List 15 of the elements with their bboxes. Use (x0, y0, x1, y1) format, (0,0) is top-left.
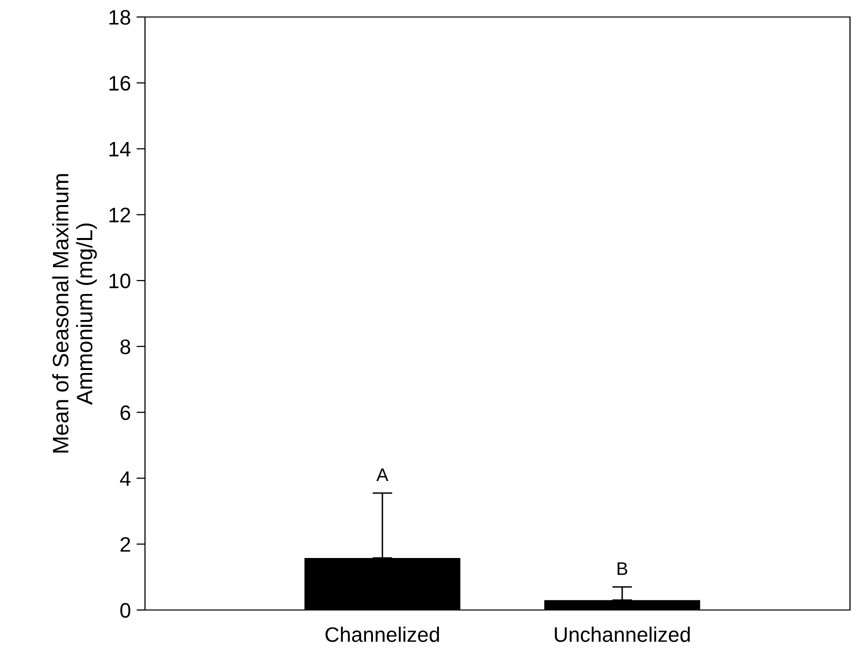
y-tick-label: 8 (120, 339, 130, 354)
y-tick-label: 2 (120, 537, 130, 552)
y-tick-label: 18 (110, 10, 130, 25)
annotation: A (376, 468, 388, 481)
annotation: B (618, 562, 628, 575)
y-tick-label: 6 (120, 405, 130, 420)
y-tick-label: 10 (110, 274, 130, 288)
y-tick-label: 4 (120, 471, 130, 486)
x-tick-label: Unchannelized (554, 626, 690, 642)
y-tick-label: 16 (110, 76, 130, 91)
y-tick-label: 12 (110, 208, 130, 222)
y-tick-label: 0 (120, 603, 130, 618)
y-axis-title: Mean of Seasonal Maximum Ammonium (mg/L) (52, 174, 97, 452)
y-tick-label: 14 (110, 142, 131, 156)
x-tick-label: Channelized (326, 626, 439, 642)
